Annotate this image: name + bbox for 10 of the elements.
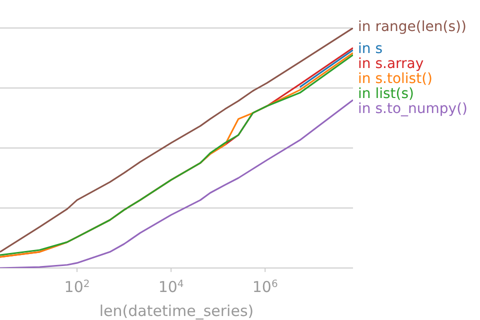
text: in list(s) (358, 85, 414, 102)
x-tick-label: 10$^{2}$ (64, 278, 90, 296)
series-label: in s (358, 40, 383, 58)
series-label: in range(len(s)) (358, 18, 466, 36)
series-label: in s.array (358, 55, 424, 72)
x-tick-label: 10$^{6}$ (252, 278, 278, 296)
x-axis-title: len(datetime_series) (99, 302, 254, 320)
x-tick-label: 10$^{4}$ (158, 278, 184, 296)
series-label: in s.tolist() (358, 71, 432, 88)
series-label: in s.to_numpy() (358, 100, 468, 118)
